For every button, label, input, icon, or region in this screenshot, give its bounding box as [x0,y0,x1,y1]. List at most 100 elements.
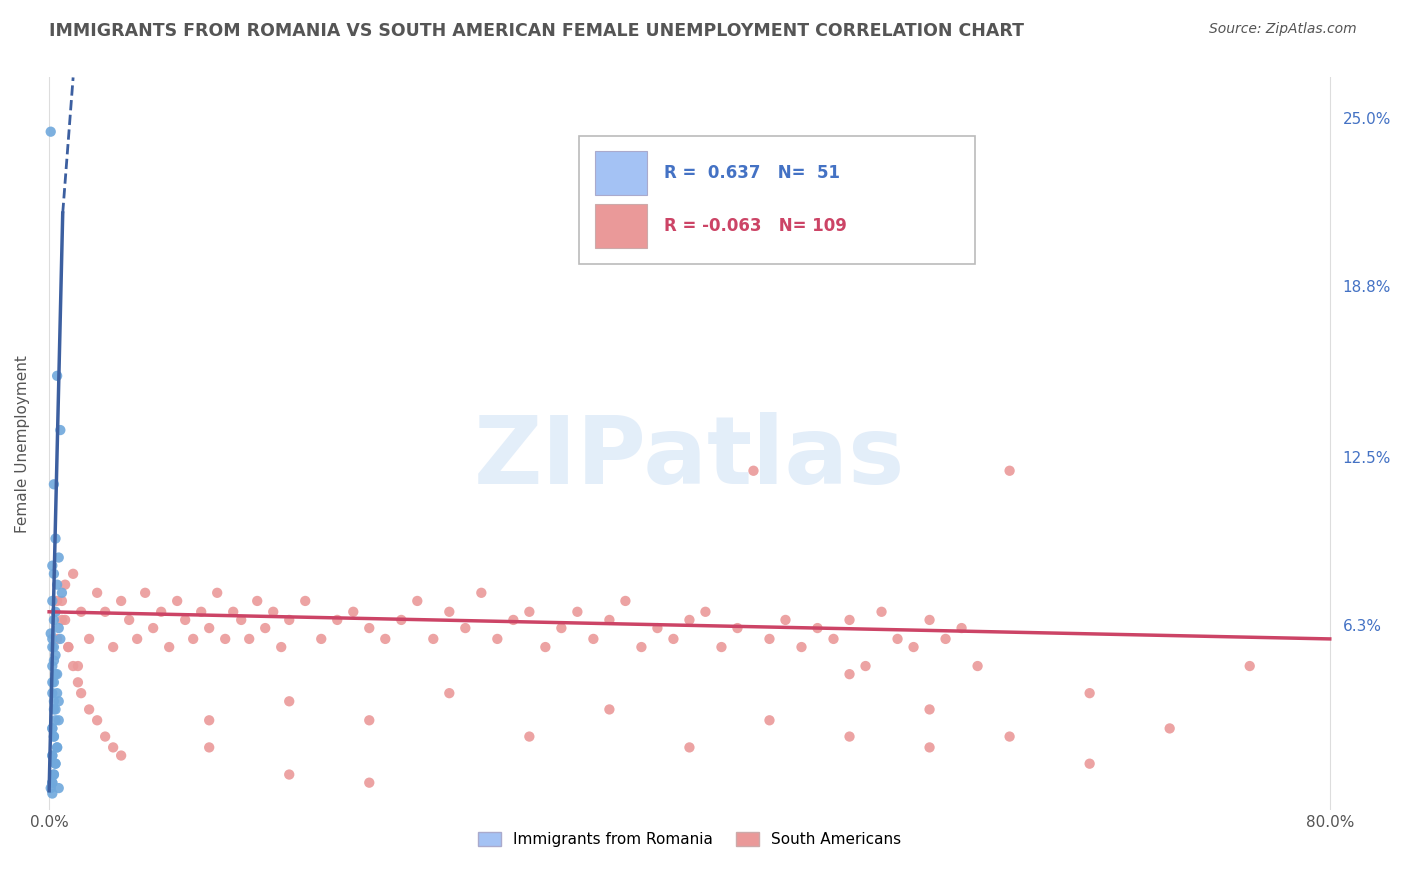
Point [486,632,509,646]
Point [62,566,84,581]
Point [662,632,685,646]
Point [41,748,63,763]
Point [270,640,292,654]
Text: IMMIGRANTS FROM ROMANIA VS SOUTH AMERICAN FEMALE UNEMPLOYMENT CORRELATION CHART: IMMIGRANTS FROM ROMANIA VS SOUTH AMERICA… [49,22,1024,40]
Point [855,659,877,673]
Point [46,740,69,755]
Point [41,775,63,789]
Point [42,767,65,781]
Point [48,781,70,796]
Point [46,577,69,591]
Point [918,740,941,755]
Point [198,740,221,755]
Point [94,730,117,744]
Point [567,605,589,619]
Point [254,621,277,635]
Point [66,659,89,673]
Point [44,713,66,727]
Point [150,605,173,619]
Point [41,722,63,736]
Point [742,464,765,478]
Point [630,640,652,654]
Point [406,594,429,608]
Point [359,775,381,789]
Point [710,640,733,654]
Point [374,632,396,646]
Point [342,605,364,619]
Point [110,748,132,763]
Point [46,594,69,608]
Point [41,686,63,700]
Point [42,613,65,627]
Point [454,621,477,635]
Point [1239,659,1261,673]
Legend: Immigrants from Romania, South Americans: Immigrants from Romania, South Americans [472,826,907,854]
Point [838,730,860,744]
Point [775,613,797,627]
Point [46,667,69,681]
Point [823,632,845,646]
Point [181,632,204,646]
Point [598,702,620,716]
Point [326,613,349,627]
Point [49,423,72,437]
Point [870,605,893,619]
Point [998,730,1021,744]
Point [101,740,124,755]
Point [46,740,69,755]
Point [966,659,988,673]
FancyBboxPatch shape [595,151,647,194]
FancyBboxPatch shape [595,204,647,248]
Point [41,787,63,801]
Point [359,621,381,635]
Point [198,621,221,635]
Point [53,577,76,591]
Point [205,586,228,600]
Point [1159,722,1181,736]
Point [918,613,941,627]
Point [58,640,80,654]
Point [935,632,957,646]
Point [41,722,63,736]
Point [58,640,80,654]
Point [70,686,93,700]
FancyBboxPatch shape [579,136,974,264]
Point [294,594,316,608]
Point [41,594,63,608]
Point [918,702,941,716]
Point [41,640,63,654]
Point [695,605,717,619]
Point [582,632,605,646]
Point [41,675,63,690]
Point [534,640,557,654]
Point [278,694,301,708]
Point [86,713,108,727]
Point [1078,756,1101,771]
Point [127,632,149,646]
Point [86,586,108,600]
Point [42,730,65,744]
Point [838,613,860,627]
Point [48,550,70,565]
Point [44,702,66,716]
Point [110,594,132,608]
Point [48,621,70,635]
Text: R = -0.063   N= 109: R = -0.063 N= 109 [664,217,846,235]
Point [51,594,73,608]
Point [53,613,76,627]
Point [998,464,1021,478]
Point [758,632,780,646]
Point [517,730,540,744]
Point [39,125,62,139]
Point [157,640,180,654]
Point [758,713,780,727]
Point [231,613,253,627]
Point [470,586,492,600]
Point [502,613,524,627]
Point [62,659,84,673]
Point [44,648,66,663]
Point [790,640,813,654]
Text: Source: ZipAtlas.com: Source: ZipAtlas.com [1209,22,1357,37]
Point [44,756,66,771]
Point [439,605,461,619]
